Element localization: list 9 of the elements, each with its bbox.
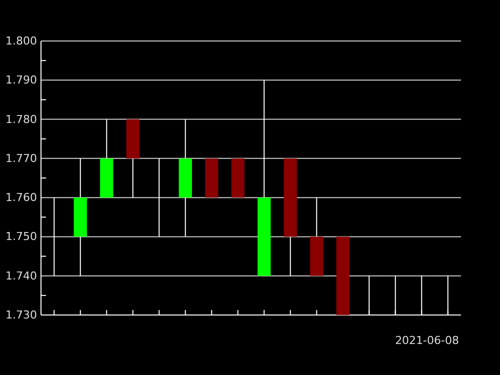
y-tick-label: 1.780 [6,112,37,126]
y-tick-label: 1.760 [6,191,37,204]
y-tick-label: 1.800 [6,34,37,48]
y-tick-label: 1.730 [6,308,37,322]
y-tick-label: 1.770 [6,152,37,165]
y-tick-label: 1.790 [6,74,37,87]
y-tick-label: 1.750 [6,230,37,244]
y-tick-label: 1.740 [6,269,37,282]
x-axis-title: 2021-06-08 [395,334,459,347]
